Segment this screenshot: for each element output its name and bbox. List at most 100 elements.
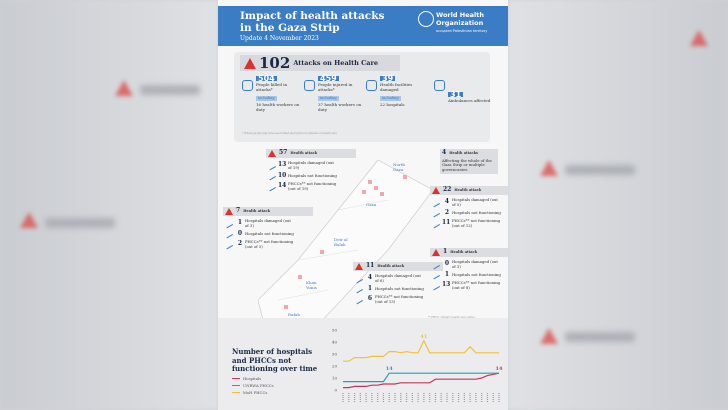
line-chart: 0 10 20 30 40 50 14 41 14 <box>332 328 503 402</box>
stat-number: 10 <box>278 171 287 179</box>
alert-icon <box>432 249 440 256</box>
region-stat-row: 14 PHCCs** not functioning (out of 19) <box>266 181 356 191</box>
stat-number: 1 <box>444 270 449 278</box>
infographic: Impact of health attacks in the Gaza Stri… <box>218 0 508 410</box>
hospital-icon <box>266 171 277 181</box>
city-label: Rafah <box>288 312 300 317</box>
legend-label: UNRWA PHCCs <box>243 383 274 388</box>
legend-item: UNRWA PHCCs <box>232 383 274 388</box>
attack-marker <box>403 175 407 179</box>
stat-2: 39 Health facilities damaged including 22 h… <box>380 74 428 107</box>
region-header: 7 Health attack <box>223 207 313 216</box>
attack-count: 22 <box>443 186 452 194</box>
region-attack-box: 57 Health attack 13 Hospitals damaged (out … <box>266 149 356 191</box>
attack-marker <box>374 186 378 190</box>
stat-number: 0 <box>237 229 242 237</box>
region-attack-box: 7 Health attack 1 Hospitals damaged (out of… <box>223 207 313 249</box>
stat-number: 13 <box>278 161 287 169</box>
stat-desc: Hospitals not functioning <box>452 271 501 277</box>
legend-item: MoH PHCCs <box>232 390 267 395</box>
blurred-alert-icon <box>540 160 558 176</box>
region-stat-row: 1 Hospitals not functioning <box>430 270 508 280</box>
attack-marker <box>368 180 372 184</box>
city-label: North Gaza <box>393 162 406 172</box>
blurred-alert-icon <box>20 212 38 228</box>
y-tick-label: 40 <box>332 340 338 345</box>
stat-number: 4 <box>444 198 449 206</box>
region-stat-row: 1 Hospitals not functioning <box>353 284 443 294</box>
region-stat-row: 0 Hospitals not functioning <box>223 229 313 239</box>
data-label: 14 <box>386 366 393 372</box>
stat-value: 504 <box>256 74 277 83</box>
region-header: 4 Health attacks Affecting the whole of th… <box>440 149 498 174</box>
attack-marker <box>320 250 324 254</box>
clinic-icon <box>223 240 234 249</box>
stat-label: Health facilities damaged <box>380 82 413 92</box>
region-attack-box: 11 Health attack 4 Hospitals damaged (out o… <box>353 262 443 304</box>
injured-person-icon <box>304 80 315 91</box>
stat-desc: Hospitals not functioning <box>288 172 337 178</box>
stat-number: 2 <box>237 240 242 248</box>
region-header: 57 Health attack <box>266 149 356 158</box>
attack-count: 7 <box>236 207 241 215</box>
y-tick-label: 30 <box>332 352 338 357</box>
stat-value: 459 <box>318 74 339 83</box>
blurred-alert-icon <box>690 30 708 46</box>
total-attacks: 102 Attacks on Health Care <box>240 54 400 72</box>
region-stat-row: 2 Hospitals not functioning <box>430 208 508 218</box>
blurred-bar <box>140 85 200 95</box>
stat-0: 504 People killed in attacks* including 16 … <box>256 74 304 112</box>
series-line-0 <box>343 372 500 389</box>
attack-desc: Affecting the whole of the Gaza Strip or… <box>442 157 492 172</box>
alert-icon <box>268 150 276 157</box>
update-date: Update 4 November 2023 <box>240 35 319 42</box>
org-name: World Health Organization occupied Palesti… <box>416 11 487 33</box>
data-label: 41 <box>420 334 427 340</box>
region-stat-row: 4 Hospitals damaged (out of 6) <box>353 273 443 283</box>
hospital-icon <box>266 161 277 170</box>
total-label: Attacks on Health Care <box>293 59 379 67</box>
stat-number: 1 <box>367 284 372 292</box>
legend-label: Hospitals <box>243 376 262 381</box>
title-line: in the Gaza Strip <box>240 22 340 34</box>
city-label: Khan Yunis <box>306 280 317 290</box>
stat-desc: Hospitals damaged (out of 19) <box>288 160 334 170</box>
ambulance-icon <box>434 80 445 91</box>
stat-3: 31 Ambulances affected <box>448 91 496 103</box>
alert-icon <box>244 57 256 69</box>
org-line: Organization <box>436 18 484 27</box>
including-tag: including <box>318 96 339 101</box>
city-label: Deir al Balah <box>334 237 348 247</box>
legend-swatch <box>232 377 240 380</box>
region-stat-row: 1 Hospitals damaged (out of 3) <box>223 218 313 228</box>
legend-swatch <box>232 391 240 394</box>
region-stat-row: 0 Hospitals damaged (out of 3) <box>430 259 508 269</box>
attack-label: Health attack <box>454 188 482 193</box>
region-stat-row: 6 PHCCs** not functioning (out of 13) <box>353 294 443 304</box>
alert-icon <box>355 263 363 270</box>
blurred-alert-icon <box>540 328 558 344</box>
map-note: ** PHCC: primary health care centre <box>428 316 475 319</box>
legend-swatch <box>232 384 240 387</box>
y-tick-label: 50 <box>332 328 338 333</box>
stat-value: 39 <box>380 74 396 83</box>
region-attack-box: 4 Health attacks Affecting the whole of th… <box>440 149 498 174</box>
clinic-icon <box>353 295 364 304</box>
attack-label: Health attacks <box>449 151 478 155</box>
hospital-icon <box>366 80 377 91</box>
blurred-background-right <box>508 0 728 410</box>
attack-count: 1 <box>443 248 448 256</box>
region-header: 22 Health attack <box>430 186 508 195</box>
attack-label: Health attack <box>243 209 271 214</box>
stat-number: 2 <box>444 208 449 216</box>
stat-desc: Hospitals damaged (out of 3) <box>452 259 498 269</box>
stat-number: 6 <box>367 295 372 303</box>
chart-title: Number of hospitals and PHCCs not functi… <box>232 347 318 373</box>
series-line-1 <box>343 372 499 383</box>
who-logo-icon <box>418 11 434 27</box>
stat-desc: PHCCs** not functioning (out of 19) <box>288 181 337 191</box>
legend-item: Hospitals <box>232 376 261 381</box>
stat-desc: Hospitals damaged (out of 6) <box>375 273 421 283</box>
stat-desc: PHCCs** not functioning (out of 13) <box>375 294 424 304</box>
summary-panel: 102 Attacks on Health Care 504 People kill… <box>234 52 490 142</box>
